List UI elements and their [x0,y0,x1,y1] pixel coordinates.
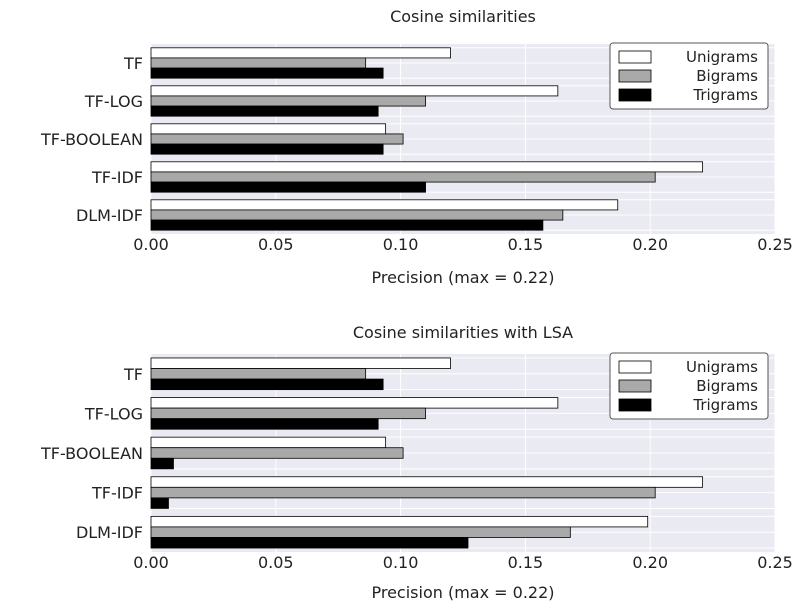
bar-bigrams-tf-idf [150,171,656,183]
bar-bigrams-tf-idf [150,486,656,499]
legend-label-trigrams: Trigrams [692,396,758,414]
category-label: TF-LOG [84,404,143,423]
x-tick-label: 0.10 [383,553,419,572]
bar-bigrams-tf-log [150,95,426,107]
category-label: TF-LOG [84,92,143,111]
bar-unigrams-tf-idf [150,161,704,173]
bar-trigrams-dlm-idf [150,219,544,231]
bar-bigrams-dlm-idf [150,526,571,538]
bar-trigrams-tf [150,67,384,79]
category-label: TF [123,365,143,384]
x-tick-label: 0.00 [133,235,169,254]
bar-unigrams-tf-log [150,397,559,409]
x-tick-label: 0.05 [258,235,294,254]
bar-unigrams-tf-boolean [150,123,387,135]
legend-label-bigrams: Bigrams [696,377,758,395]
bar-unigrams-tf-idf [150,476,704,488]
legend-swatch-bigrams [618,69,652,83]
bar-trigrams-tf-idf [150,497,169,509]
category-label: DLM-IDF [76,523,143,542]
legend-swatch-trigrams [618,88,652,102]
legend-label-unigrams: Unigrams [686,358,758,376]
bar-trigrams-dlm-idf [150,537,469,549]
legend-label-trigrams: Trigrams [692,86,758,104]
bar-unigrams-dlm-idf [150,515,649,528]
legend-swatch-unigrams [618,360,652,374]
legend-label-unigrams: Unigrams [686,48,758,66]
x-tick-label: 0.05 [258,553,294,572]
bar-bigrams-tf [150,57,367,69]
x-tick-label: 0.25 [757,235,793,254]
bar-trigrams-tf-log [150,418,379,430]
x-tick-label: 0.20 [632,553,668,572]
x-tick-label: 0.25 [757,553,793,572]
x-tick-label: 0.20 [632,235,668,254]
legend-label-bigrams: Bigrams [696,67,758,85]
x-tick-label: 0.15 [508,235,544,254]
legend-swatch-unigrams [618,50,652,64]
bar-trigrams-tf-log [150,105,379,117]
chart-title: Cosine similarities with LSA [353,323,573,342]
category-label: DLM-IDF [76,206,143,225]
category-label: TF-BOOLEAN [40,130,143,149]
x-tick-label: 0.10 [383,235,419,254]
x-axis-label: Precision (max = 0.22) [371,268,554,287]
bar-bigrams-tf [150,368,367,380]
chart-panel-2: TF TF-LOG TF-BOOLEAN TF-IDF DLM-IDF 0.00 0.05 0… [40,323,793,602]
bar-trigrams-tf-idf [150,181,426,193]
chart-panel-1: TF TF-LOG TF-BOOLEAN TF-IDF DLM-IDF 0.00 0.05 0… [40,7,793,287]
category-label: TF [123,54,143,73]
bar-bigrams-tf-boolean [150,133,404,145]
x-tick-label: 0.15 [508,553,544,572]
bar-unigrams-tf-log [150,85,559,97]
x-axis-label: Precision (max = 0.22) [371,583,554,602]
bar-trigrams-tf-boolean [150,457,174,470]
x-tick-label: 0.00 [133,553,169,572]
category-label: TF-IDF [91,484,143,503]
bar-bigrams-tf-log [150,407,426,420]
bar-bigrams-dlm-idf [150,209,564,221]
bar-unigrams-tf [150,47,451,59]
bar-unigrams-tf-boolean [150,436,387,449]
bar-unigrams-tf [150,357,451,369]
bar-trigrams-tf [150,378,384,391]
legend-swatch-trigrams [618,398,652,412]
bar-trigrams-tf-boolean [150,143,384,155]
category-label: TF-BOOLEAN [40,444,143,463]
category-label: TF-IDF [91,168,143,187]
legend-swatch-bigrams [618,379,652,393]
bar-bigrams-tf-boolean [150,447,404,459]
bar-unigrams-dlm-idf [150,199,619,211]
chart-title: Cosine similarities [390,7,536,26]
